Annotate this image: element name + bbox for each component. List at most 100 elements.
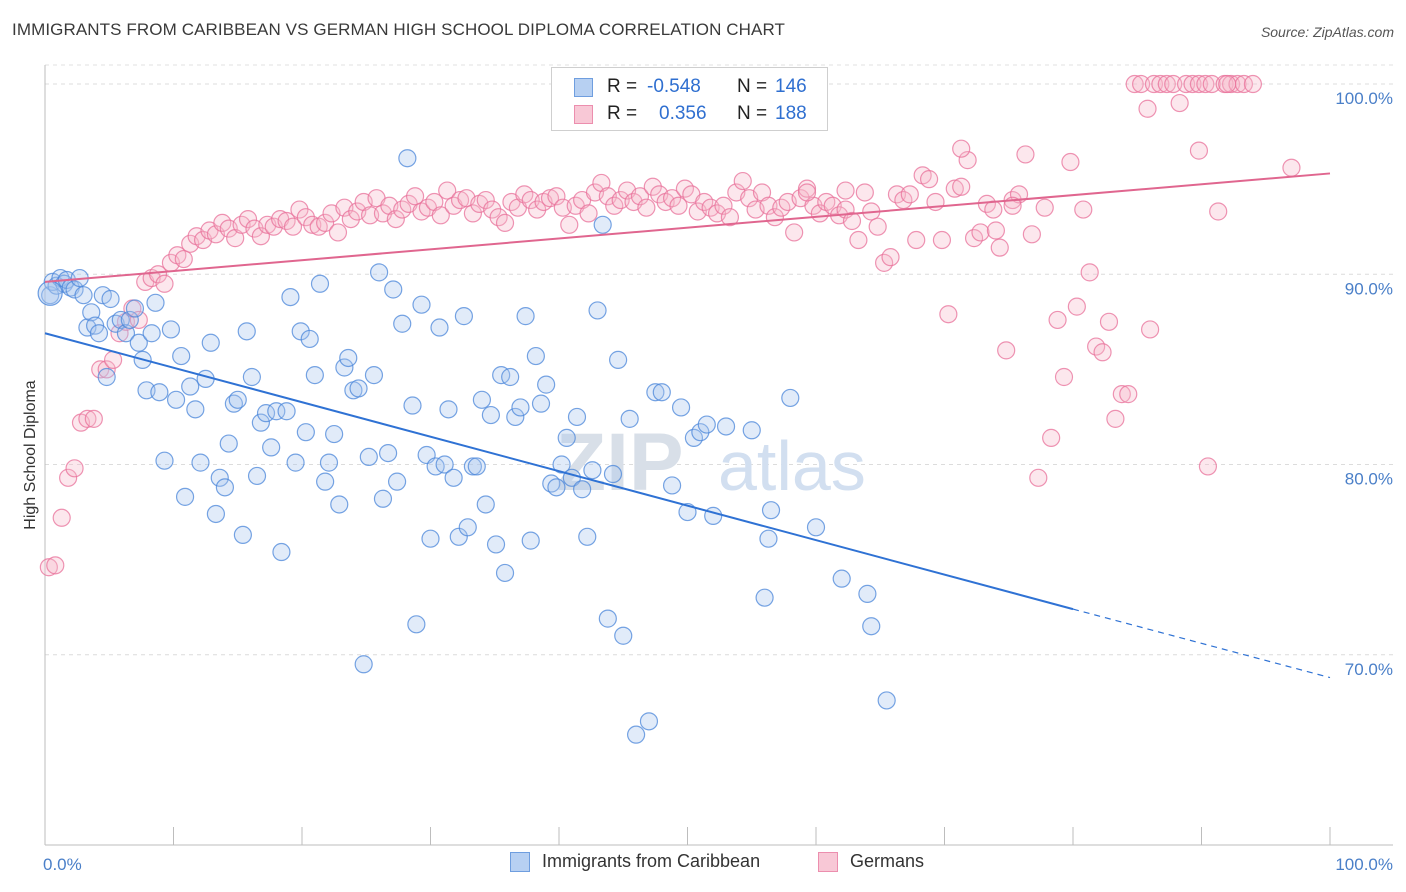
scatter-point (785, 223, 804, 242)
scatter-point (697, 415, 716, 434)
scatter-point (412, 295, 431, 314)
scatter-point (720, 208, 740, 227)
scatter-point (283, 217, 303, 236)
scatter-point (552, 455, 571, 474)
scatter-point (759, 529, 778, 548)
scatter-point (483, 200, 502, 219)
scatter-point (579, 204, 598, 223)
legend-item-caribbean: Immigrants from Caribbean (510, 851, 760, 872)
scatter-point (41, 286, 60, 305)
scatter-point (161, 320, 181, 339)
scatter-point (463, 457, 483, 476)
scatter-point (262, 438, 281, 457)
scatter-point (630, 187, 650, 206)
scatter-point (387, 472, 407, 491)
scatter-point (272, 542, 291, 562)
legend-item-germans: Germans (818, 851, 924, 872)
correlation-legend: R = -0.548 N = 146 R = 0.356 N = 188 (551, 67, 828, 131)
legend-label-caribbean: Immigrants from Caribbean (542, 851, 761, 871)
scatter-point (492, 365, 511, 385)
scatter-point (1176, 74, 1196, 94)
legend-row-caribbean: R = -0.548 N = 146 (552, 73, 807, 101)
scatter-point (191, 453, 210, 472)
scatter-point (1138, 99, 1157, 118)
scatter-point (129, 333, 148, 352)
scatter-point (714, 196, 733, 215)
scatter-point (1099, 312, 1119, 331)
legend-r-value: -0.548 (647, 76, 701, 97)
scatter-point (958, 151, 977, 170)
scatter-point (330, 495, 349, 514)
scatter-point (341, 209, 360, 229)
scatter-point (476, 190, 495, 210)
scatter-point (296, 423, 315, 442)
scatter-point (781, 388, 800, 408)
scatter-point (716, 417, 736, 436)
scatter-point (1209, 202, 1228, 221)
scatter-point (146, 293, 165, 312)
scatter-point (832, 569, 851, 588)
scatter-point (378, 443, 398, 463)
scatter-point (290, 200, 309, 219)
scatter-point (1093, 343, 1112, 362)
watermark-zip: ZIP (556, 417, 684, 508)
scatter-point (359, 447, 378, 467)
scatter-point (849, 230, 868, 250)
scatter-point (521, 531, 540, 550)
legend-swatch-blue (510, 851, 530, 872)
y-axis-title: High School Diploma (22, 380, 39, 530)
legend-label-germans: Germans (850, 851, 925, 871)
scatter-point (354, 655, 373, 674)
scatter-point (1112, 385, 1131, 404)
scatter-point (495, 213, 515, 233)
scatter-point (547, 187, 566, 206)
scatter-point (364, 365, 384, 385)
scatter-point (1189, 141, 1209, 160)
scatter-point (174, 249, 193, 269)
scatter-point (444, 468, 463, 487)
scatter-point (919, 170, 939, 189)
scatter-point (1282, 158, 1301, 177)
scatter-point (547, 478, 566, 497)
legend-r-value: 0.356 (659, 103, 707, 124)
scatter-point (1140, 320, 1160, 339)
scatter-point (797, 179, 817, 198)
legend-swatch-pink (574, 104, 593, 124)
scatter-point (952, 139, 971, 158)
scatter-point (573, 480, 592, 499)
scatter-point (78, 409, 97, 428)
legend-row-germans: R = 0.356 N = 188 (552, 100, 807, 128)
scatter-point (1196, 74, 1215, 94)
scatter-point (110, 324, 129, 343)
legend-r-label: R = (607, 103, 638, 124)
scatter-point (210, 468, 229, 487)
scatter-point (528, 200, 547, 219)
scatter-point (997, 341, 1016, 360)
scatter-point (990, 238, 1009, 257)
scatter-point (201, 333, 220, 352)
scatter-point (506, 407, 525, 427)
scatter-point (393, 314, 412, 333)
scatter-point (373, 489, 393, 508)
x-tick-label: 100.0% (1335, 855, 1393, 874)
scatter-point (281, 287, 300, 307)
scatter-point (430, 318, 449, 337)
trend-lines (44, 172, 1331, 679)
scatter-point (215, 478, 234, 497)
scatter-point (148, 265, 168, 284)
scatter-point (603, 464, 623, 484)
scatter-point (316, 213, 335, 233)
scatter-point (439, 400, 458, 419)
scatter-point (1157, 74, 1176, 94)
scatter-point (1170, 93, 1189, 113)
scatter-point (984, 200, 1003, 219)
scatter-point (662, 476, 682, 495)
scatter-point (421, 529, 440, 548)
legend-swatch-blue (574, 77, 593, 97)
scatter-point (305, 365, 324, 385)
axes (44, 65, 1393, 846)
scatter-point (691, 423, 710, 442)
scatter-point (877, 691, 896, 710)
scatter-point (233, 525, 252, 545)
